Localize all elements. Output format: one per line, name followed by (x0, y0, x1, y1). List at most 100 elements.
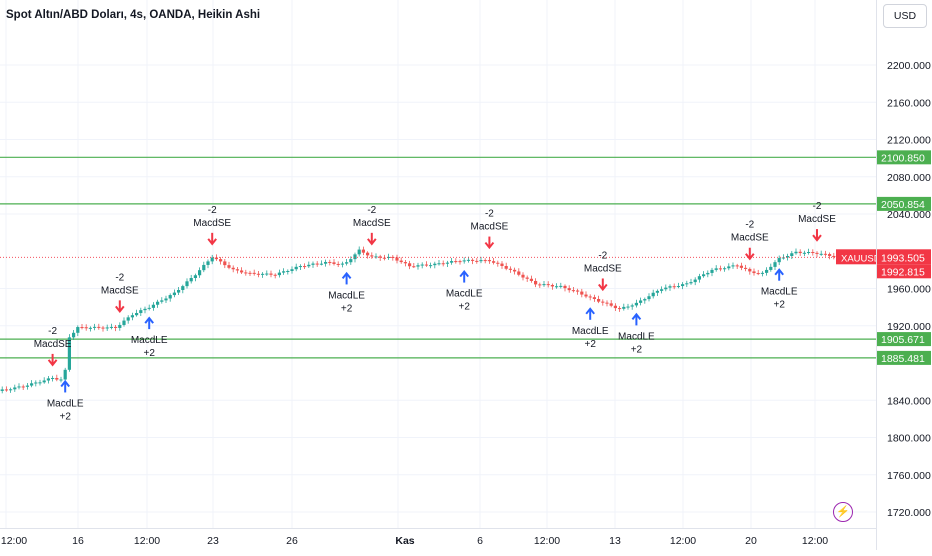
candle-body (706, 272, 710, 275)
candle-body (483, 260, 487, 262)
time-tick: 20 (745, 535, 757, 547)
signal-label: MacdSE (353, 218, 391, 229)
price-tick: 1720.000 (887, 507, 931, 519)
candle-body (685, 283, 689, 285)
candle-body (412, 266, 416, 268)
candle-body (697, 276, 701, 280)
candle-body (462, 260, 466, 262)
time-tick: 12:00 (134, 535, 160, 547)
candle-body (441, 263, 445, 265)
low-price-tag (877, 264, 931, 279)
candle-body (84, 327, 88, 329)
price-tick: 1960.000 (887, 284, 931, 296)
candle-body (42, 380, 46, 383)
candle-body (769, 266, 773, 270)
candle-body (807, 252, 811, 254)
signal-qty: +2 (341, 303, 353, 314)
candle-body (798, 251, 802, 254)
signal-qty: +2 (584, 339, 596, 350)
time-tick: 23 (207, 535, 219, 547)
lightning-icon[interactable]: ⚡ (833, 502, 853, 522)
candle-body (126, 317, 130, 321)
candle-body (147, 307, 151, 309)
candle-body (450, 261, 454, 263)
candle-body (332, 262, 336, 264)
candle-body (790, 253, 794, 256)
time-tick: Kas (395, 535, 414, 547)
candle-body (496, 262, 500, 264)
candle-body (4, 389, 8, 391)
candle-body (63, 369, 67, 380)
candle-body (336, 263, 340, 265)
candle-body (794, 251, 798, 254)
candle-body (727, 266, 731, 269)
price-chart[interactable]: XAUUSD MacdLE +2 MacdSE -2 MacdLE +2 MacdSE -2 Ma… (0, 0, 876, 528)
currency-selector[interactable]: USD (883, 4, 927, 28)
symbol-label: XAUUSD (841, 253, 876, 264)
candle-body (538, 284, 542, 286)
arrow-head (341, 271, 352, 280)
candle-body (181, 286, 185, 290)
candle-body (786, 255, 790, 258)
candle-body (25, 385, 29, 387)
candle-body (387, 256, 391, 258)
price-axis[interactable]: 2200.000 2160.000 2120.000 2080.000 2040.000… (876, 0, 932, 550)
candle-body (214, 257, 218, 260)
signal-qty: +2 (59, 411, 71, 422)
candle-body (353, 254, 357, 260)
candle-body (193, 275, 197, 279)
chart-area[interactable]: XAUUSD MacdLE +2 MacdSE -2 MacdLE +2 MacdSE -2 Ma… (0, 0, 876, 528)
candle-body (395, 257, 399, 261)
candle-body (349, 259, 353, 263)
candle-body (17, 386, 21, 388)
price-tick: 2200.000 (887, 60, 931, 72)
time-tick: 16 (72, 535, 84, 547)
candle-body (639, 300, 643, 303)
arrow-head (207, 238, 217, 246)
candle-body (122, 320, 126, 325)
candle-body (185, 281, 189, 287)
candle-body (508, 268, 512, 270)
signal-qty: +2 (773, 300, 785, 311)
candle-body (702, 274, 706, 277)
candle-body (101, 327, 105, 329)
price-axis-labels: 2200.000 2160.000 2120.000 2080.000 2040.000… (877, 60, 931, 519)
candle-body (605, 302, 609, 304)
candle-body (294, 266, 298, 270)
candle-body (303, 266, 307, 268)
candle-body (739, 265, 743, 268)
signal-label: MacdSE (731, 233, 769, 244)
signal-label: MacdLE (47, 398, 84, 409)
candle-body (622, 306, 626, 309)
candle-body (219, 259, 223, 262)
candle-body (118, 324, 122, 328)
candle-body (139, 310, 143, 314)
candle-body (210, 257, 214, 262)
candle-body (340, 263, 344, 265)
symbol-tag (836, 249, 876, 265)
candle-body (676, 286, 680, 288)
candle-body (773, 262, 777, 267)
candle-body (777, 258, 781, 263)
candle-body (601, 301, 605, 303)
signal-label: MacdSE (101, 285, 139, 296)
candle-body (130, 315, 134, 318)
candle-body (731, 265, 735, 267)
candle-body (328, 261, 332, 263)
candle-body (550, 284, 554, 287)
time-axis[interactable]: 12:00 16 12:00 23 26 Kas 6 12:00 13 12:00 20 12:00 (0, 528, 876, 551)
candle-body (756, 273, 760, 275)
time-axis-labels: 12:00 16 12:00 23 26 Kas 6 12:00 13 12:00 20 12:00 (1, 535, 828, 547)
price-tick: 1800.000 (887, 433, 931, 445)
candle-body (366, 252, 370, 256)
candle-body (643, 299, 647, 301)
price-tick: 2120.000 (887, 135, 931, 147)
candle-body (88, 327, 92, 329)
arrow-head (598, 283, 608, 292)
candle-body (576, 290, 580, 292)
candle-body (546, 284, 550, 286)
arrow-head (585, 307, 595, 315)
arrow-head (459, 269, 469, 278)
candle-body (382, 257, 386, 259)
candle-body (445, 262, 449, 264)
